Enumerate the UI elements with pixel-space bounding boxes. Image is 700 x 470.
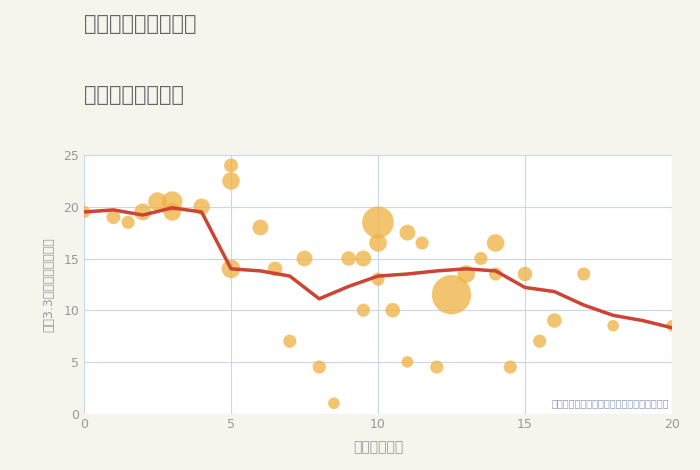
Text: 円の大きさは、取引のあった物件面積を示す: 円の大きさは、取引のあった物件面積を示す: [552, 399, 669, 408]
Point: [122, 219, 134, 226]
Point: [270, 265, 281, 273]
Point: [372, 239, 384, 247]
Point: [108, 213, 119, 221]
Y-axis label: 平（3.3㎡）単価（万円）: 平（3.3㎡）単価（万円）: [42, 237, 55, 332]
Point: [372, 219, 384, 226]
Point: [505, 363, 516, 371]
Point: [490, 270, 501, 278]
Text: 駅距離別土地価格: 駅距離別土地価格: [84, 85, 184, 105]
Point: [284, 337, 295, 345]
Point: [78, 208, 90, 216]
Point: [225, 265, 237, 273]
Point: [666, 322, 678, 329]
Point: [167, 198, 178, 205]
Point: [416, 239, 428, 247]
Point: [255, 224, 266, 231]
Point: [446, 291, 457, 298]
Point: [167, 208, 178, 216]
Point: [387, 306, 398, 314]
Text: 三重県伊勢市河崎の: 三重県伊勢市河崎の: [84, 14, 197, 34]
Point: [372, 275, 384, 283]
Point: [475, 255, 486, 262]
Point: [534, 337, 545, 345]
Point: [358, 255, 369, 262]
Point: [402, 229, 413, 236]
Point: [225, 177, 237, 185]
Point: [549, 317, 560, 324]
Point: [299, 255, 310, 262]
Point: [402, 358, 413, 366]
Point: [196, 203, 207, 211]
Point: [314, 363, 325, 371]
Point: [152, 198, 163, 205]
Point: [358, 306, 369, 314]
X-axis label: 駅距離（分）: 駅距離（分）: [353, 440, 403, 454]
Point: [328, 400, 339, 407]
Point: [431, 363, 442, 371]
Point: [578, 270, 589, 278]
Point: [490, 239, 501, 247]
Point: [461, 270, 472, 278]
Point: [137, 208, 148, 216]
Point: [608, 322, 619, 329]
Point: [519, 270, 531, 278]
Point: [225, 162, 237, 169]
Point: [343, 255, 354, 262]
